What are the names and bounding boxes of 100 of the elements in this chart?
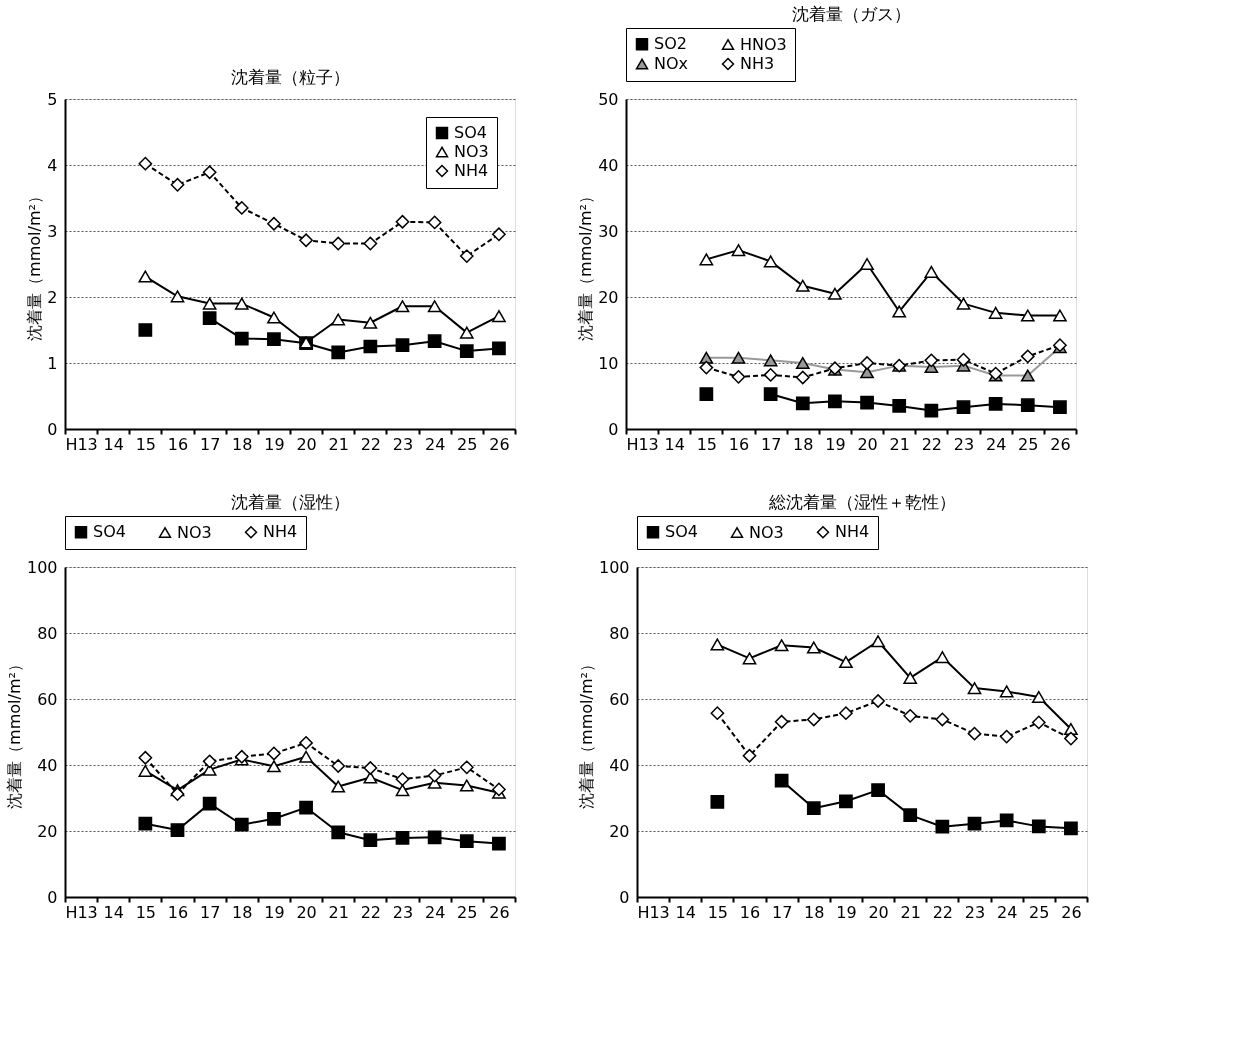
- x-tick-label: 22: [360, 434, 382, 454]
- x-tick-label: 17: [771, 902, 793, 922]
- x-tick-label: 18: [804, 902, 825, 922]
- x-tick-label: 23: [953, 434, 975, 454]
- x-tick-label: 23: [392, 902, 414, 922]
- y-tick-label: 0: [619, 887, 630, 907]
- x-tick-label: 24: [985, 434, 1007, 454]
- legend-label: NO3: [454, 142, 489, 161]
- y-tick-label: 60: [609, 689, 630, 709]
- x-tick-label: H13: [65, 434, 98, 454]
- x-tick-label: 18: [232, 902, 253, 922]
- x-tick-label: 21: [900, 902, 921, 922]
- x-tick-label: 14: [675, 902, 696, 922]
- y-tick-label: 0: [608, 419, 619, 439]
- y-tick-label: 10: [598, 353, 619, 373]
- y-tick-label: 2: [47, 287, 58, 307]
- x-tick-label: 26: [1050, 434, 1071, 454]
- x-tick-label: 21: [889, 434, 910, 454]
- x-tick-label: H13: [637, 902, 670, 922]
- x-tick-label: 25: [457, 902, 478, 922]
- x-tick-label: 22: [360, 902, 382, 922]
- x-tick-label: 17: [760, 434, 782, 454]
- y-tick-label: 3: [47, 221, 58, 241]
- y-tick-label: 80: [609, 623, 630, 643]
- legend-label: SO4: [454, 123, 487, 142]
- x-tick-label: 20: [296, 902, 317, 922]
- x-tick-label: 19: [264, 434, 285, 454]
- x-tick-label: H13: [65, 902, 98, 922]
- x-tick-label: 24: [996, 902, 1018, 922]
- x-tick-label: 25: [1029, 902, 1050, 922]
- y-tick-label: 40: [609, 755, 630, 775]
- y-tick-label: 100: [598, 557, 630, 577]
- x-tick-label: 14: [103, 434, 124, 454]
- legend-label: NO3: [749, 522, 784, 542]
- y-tick-label: 100: [26, 557, 58, 577]
- legend-label: NO3: [177, 522, 212, 542]
- y-tick-label: 40: [598, 155, 619, 175]
- legend-label: NH4: [454, 161, 489, 180]
- y-tick-label: 60: [37, 689, 58, 709]
- legend-label: NH3: [740, 54, 775, 73]
- y-tick-label: 40: [37, 755, 58, 775]
- x-tick-label: 22: [932, 902, 954, 922]
- x-tick-label: 14: [103, 902, 124, 922]
- y-tick-label: 20: [598, 287, 619, 307]
- x-tick-label: 16: [167, 434, 189, 454]
- y-tick-label: 20: [609, 821, 630, 841]
- y-tick-label: 30: [598, 221, 619, 241]
- x-tick-label: 24: [424, 434, 446, 454]
- x-tick-label: 24: [424, 902, 446, 922]
- y-tick-label: 5: [47, 89, 58, 109]
- y-axis-title: 沈着量（mmol/m²）: [576, 656, 596, 809]
- x-tick-label: 18: [232, 434, 253, 454]
- x-tick-label: 26: [489, 902, 510, 922]
- x-tick-label: 17: [199, 902, 221, 922]
- y-axis-title: 沈着量（mmol/m²）: [4, 656, 24, 809]
- y-tick-label: 20: [37, 821, 58, 841]
- legend-label: NH4: [835, 522, 870, 542]
- x-tick-label: H13: [626, 434, 659, 454]
- x-tick-label: 26: [489, 434, 510, 454]
- x-tick-label: 25: [1018, 434, 1039, 454]
- x-tick-label: 16: [739, 902, 761, 922]
- x-tick-label: 21: [328, 902, 349, 922]
- x-tick-label: 15: [135, 902, 157, 922]
- y-tick-label: 4: [47, 155, 58, 175]
- legend-label: NOx: [654, 54, 689, 73]
- x-tick-label: 15: [707, 902, 729, 922]
- legend-label: SO2: [654, 34, 687, 54]
- chart-title: 総沈着量（湿性＋乾性）: [767, 491, 956, 512]
- y-tick-label: 50: [598, 89, 619, 109]
- x-tick-label: 19: [825, 434, 846, 454]
- y-tick-label: 0: [47, 887, 58, 907]
- x-tick-label: 23: [392, 434, 414, 454]
- legend-label: SO4: [93, 522, 126, 542]
- x-tick-label: 16: [728, 434, 750, 454]
- y-tick-label: 80: [37, 623, 58, 643]
- x-tick-label: 14: [664, 434, 685, 454]
- x-tick-label: 15: [135, 434, 157, 454]
- x-tick-label: 26: [1061, 902, 1082, 922]
- x-tick-label: 15: [696, 434, 718, 454]
- x-tick-label: 25: [457, 434, 478, 454]
- x-tick-label: 19: [836, 902, 857, 922]
- chart-title: 沈着量（湿性）: [230, 491, 350, 512]
- x-tick-label: 20: [296, 434, 317, 454]
- legend-label: SO4: [665, 522, 698, 542]
- x-tick-label: 18: [793, 434, 814, 454]
- chart-title: 沈着量（粒子）: [230, 67, 350, 87]
- y-tick-label: 0: [47, 419, 58, 439]
- y-axis-title: 沈着量（mmol/m²）: [576, 188, 596, 341]
- y-axis-title: 沈着量（mmol/m²）: [25, 188, 45, 341]
- chart-title: 沈着量（ガス）: [791, 3, 911, 24]
- x-tick-label: 17: [199, 434, 221, 454]
- x-tick-label: 16: [167, 902, 189, 922]
- x-tick-label: 20: [868, 902, 889, 922]
- x-tick-label: 21: [328, 434, 349, 454]
- legend-label: NH4: [263, 522, 298, 542]
- x-tick-label: 19: [264, 902, 285, 922]
- legend-label: HNO3: [740, 34, 787, 54]
- x-tick-label: 23: [964, 902, 986, 922]
- x-tick-label: 22: [921, 434, 943, 454]
- y-tick-label: 1: [47, 353, 58, 373]
